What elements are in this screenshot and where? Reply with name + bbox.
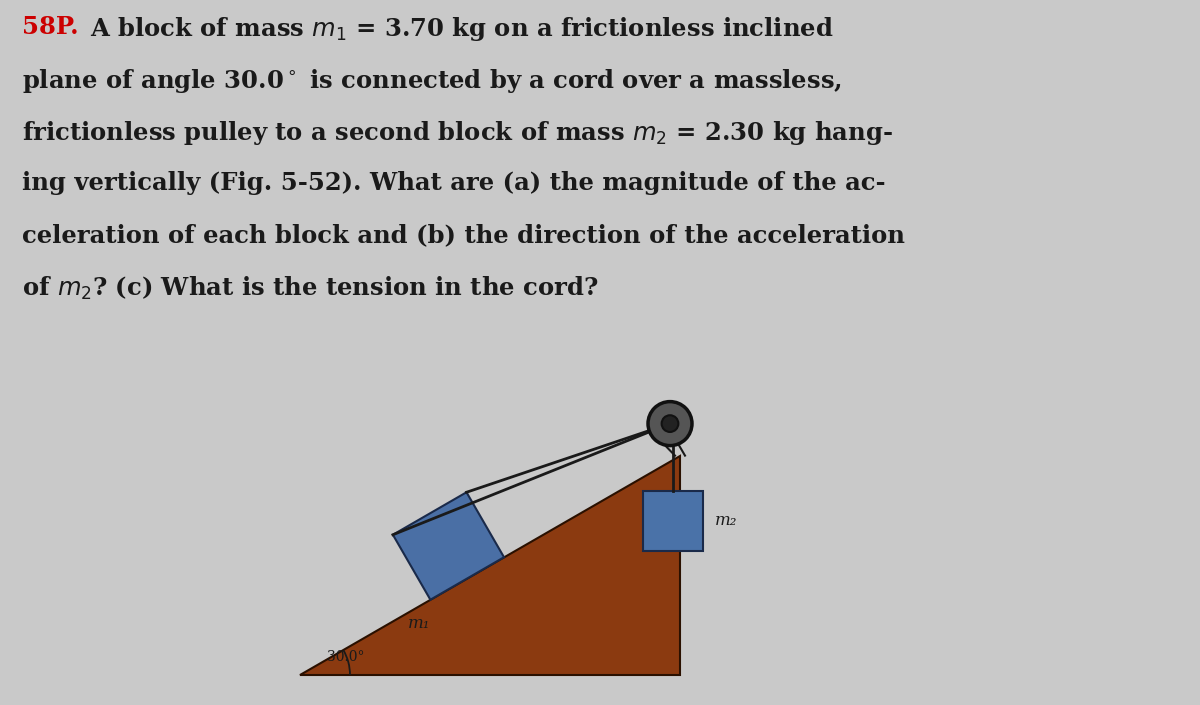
Text: plane of angle 30.0$^\circ$ is connected by a cord over a massless,: plane of angle 30.0$^\circ$ is connected…	[22, 67, 842, 95]
Text: frictionless pulley to a second block of mass $m_2$ = 2.30 kg hang-: frictionless pulley to a second block of…	[22, 119, 893, 147]
Polygon shape	[300, 455, 680, 675]
Text: 30.0°: 30.0°	[328, 650, 365, 664]
Text: m₂: m₂	[715, 512, 737, 529]
Polygon shape	[643, 491, 703, 551]
Text: m₁: m₁	[408, 615, 431, 632]
Text: of $m_2$? (c) What is the tension in the cord?: of $m_2$? (c) What is the tension in the…	[22, 275, 599, 302]
Text: ing vertically (Fig. 5-52). What are (a) the magnitude of the ac-: ing vertically (Fig. 5-52). What are (a)…	[22, 171, 886, 195]
Text: A block of mass $m_1$ = 3.70 kg on a frictionless inclined: A block of mass $m_1$ = 3.70 kg on a fri…	[90, 15, 834, 43]
Polygon shape	[392, 492, 504, 600]
Text: 58P.: 58P.	[22, 15, 79, 39]
Text: celeration of each block and (b) the direction of the acceleration: celeration of each block and (b) the dir…	[22, 223, 905, 247]
Circle shape	[648, 402, 692, 446]
Circle shape	[661, 415, 678, 432]
